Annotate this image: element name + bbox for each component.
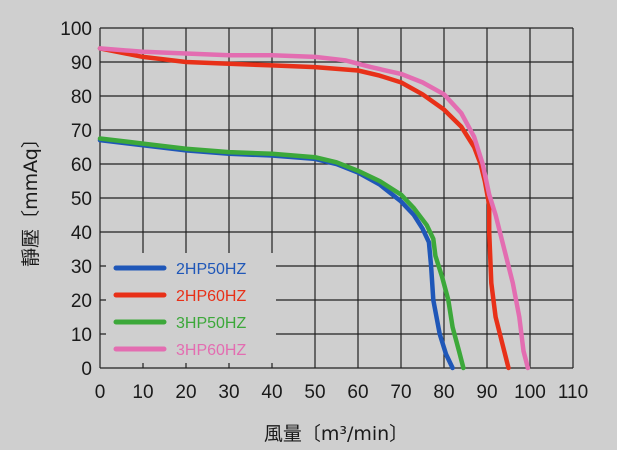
x-tick-label: 70 — [390, 382, 411, 403]
y-tick-label: 70 — [71, 121, 92, 142]
y-tick-label: 90 — [71, 53, 92, 74]
x-tick-label: 90 — [476, 382, 497, 403]
y-tick-label: 0 — [81, 359, 92, 380]
y-tick-label: 50 — [71, 189, 92, 210]
x-tick-label: 0 — [95, 382, 106, 403]
series-line-3hp50hz — [97, 136, 466, 371]
x-tick-label: 100 — [514, 382, 546, 403]
x-tick-label: 60 — [347, 382, 368, 403]
y-tick-label: 100 — [60, 19, 92, 40]
x-tick-label: 10 — [132, 382, 153, 403]
y-tick-label: 30 — [71, 257, 92, 278]
x-tick-label: 40 — [261, 382, 282, 403]
x-tick-label: 80 — [433, 382, 454, 403]
y-tick-label: 80 — [71, 87, 92, 108]
x-axis-title: 風量〔m³/min〕 — [264, 423, 408, 445]
x-tick-label: 20 — [175, 382, 196, 403]
legend-label: 3HP50HZ — [176, 315, 246, 332]
y-axis-ticks: 0 10 20 30 40 50 60 70 80 90 100 — [60, 19, 92, 380]
series-layer — [97, 46, 531, 371]
y-axis-title: 靜壓〔mmAq〕 — [20, 129, 42, 267]
y-tick-label: 40 — [71, 223, 92, 244]
legend-label: 3HP60HZ — [176, 342, 246, 359]
y-tick-label: 60 — [71, 155, 92, 176]
legend: 2HP50HZ 2HP60HZ 3HP50HZ 3HP60HZ — [106, 253, 276, 363]
x-tick-label: 110 — [558, 382, 588, 403]
legend-label: 2HP60HZ — [176, 288, 246, 305]
legend-box — [106, 253, 276, 363]
y-tick-label: 20 — [71, 291, 92, 312]
series-line-2hp60hz — [97, 46, 511, 371]
legend-label: 2HP50HZ — [176, 261, 246, 278]
x-tick-label: 50 — [304, 382, 325, 403]
x-axis-ticks: 0 10 20 30 40 50 60 70 80 90 100 110 — [95, 382, 588, 403]
x-tick-label: 30 — [218, 382, 239, 403]
series-line-3hp60hz — [97, 46, 531, 371]
y-tick-label: 10 — [71, 325, 92, 346]
